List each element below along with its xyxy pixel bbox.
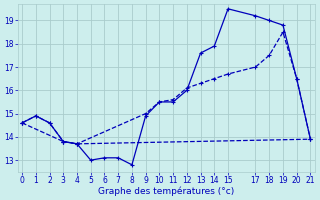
X-axis label: Graphe des températures (°c): Graphe des températures (°c) (98, 186, 234, 196)
